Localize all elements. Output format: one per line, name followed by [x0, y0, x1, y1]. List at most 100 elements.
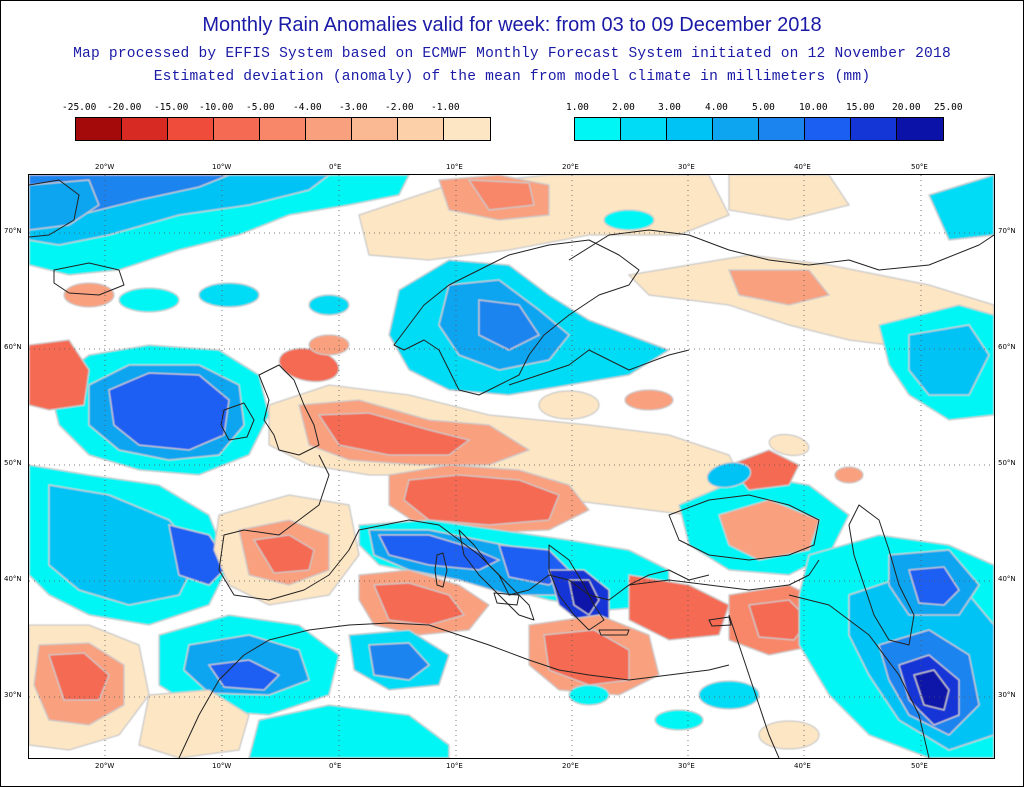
coast-caspian: [848, 504, 915, 646]
anomaly-region: [698, 680, 760, 710]
anomaly-region: [29, 179, 100, 231]
coast-turkey: [628, 559, 820, 591]
coast-iceland: [53, 262, 125, 296]
latitude-label: 70°N: [4, 227, 22, 235]
legend-tick-label: -20.00: [107, 102, 142, 113]
anomaly-region: [568, 579, 600, 616]
anomaly-region: [603, 209, 655, 231]
legend-swatch: [851, 118, 897, 140]
anomaly-region: [654, 709, 704, 731]
anomaly-region: [138, 689, 250, 758]
anomaly-region: [478, 299, 540, 351]
anomaly-region: [758, 720, 820, 750]
latitude-label: 30°N: [998, 691, 1016, 699]
legend-tick-label: -1.00: [431, 102, 460, 113]
anomaly-region: [913, 669, 950, 711]
anomaly-region: [48, 484, 200, 606]
coast-ireland: [220, 402, 255, 441]
anomaly-region: [728, 175, 851, 221]
coast-greenland: [29, 179, 80, 238]
latitude-label: 50°N: [998, 459, 1016, 467]
anomaly-region: [908, 324, 990, 396]
anomaly-region: [48, 652, 110, 701]
map-subtitle-description: Estimated deviation (anomaly) of the mea…: [153, 69, 871, 85]
anomaly-region: [368, 642, 430, 681]
legend-tick-label: 3.00: [658, 102, 681, 113]
legend-swatch: [214, 118, 260, 140]
longitude-label: 10°E: [446, 762, 463, 770]
legend-swatch: [667, 118, 713, 140]
latitude-label: 50°N: [4, 459, 22, 467]
latitude-label: 60°N: [4, 343, 22, 351]
legend-swatch: [897, 118, 943, 140]
anomaly-region: [628, 574, 730, 641]
legend-swatch: [713, 118, 759, 140]
anomaly-region: [568, 684, 610, 706]
anomaly-region: [308, 334, 350, 356]
longitude-label: 20°E: [562, 163, 579, 171]
legend-tick-label: -2.00: [385, 102, 414, 113]
anomaly-field-svg: [29, 175, 994, 758]
anomaly-region: [373, 582, 466, 626]
legend-negative-colorbar: [75, 117, 491, 141]
coast-levant: [728, 614, 780, 758]
latitude-label: 60°N: [998, 343, 1016, 351]
legend-tick-label: 10.00: [799, 102, 828, 113]
legend-tick-label: -4.00: [293, 102, 322, 113]
legend-swatch: [76, 118, 122, 140]
longitude-label: 30°E: [678, 762, 695, 770]
anomaly-region: [624, 389, 674, 411]
legend-tick-label: 25.00: [934, 102, 963, 113]
coast-europe-south: [218, 454, 710, 601]
anomaly-region: [317, 412, 471, 456]
coast-italy: [458, 529, 535, 621]
latitude-label: 30°N: [4, 691, 22, 699]
coast-north-africa: [178, 622, 730, 758]
anomaly-region: [248, 704, 450, 758]
coast-cyprus: [708, 616, 732, 627]
coast-crete: [598, 629, 630, 636]
anomaly-region: [198, 282, 260, 308]
longitude-label: 20°E: [562, 762, 579, 770]
coast-black-sea: [668, 494, 820, 561]
anomaly-region: [834, 466, 864, 484]
legend-tick-label: -10.00: [199, 102, 234, 113]
legend-tick-label: -15.00: [154, 102, 189, 113]
anomaly-region: [728, 269, 831, 306]
anomaly-region: [467, 179, 535, 211]
legend-tick-label: -3.00: [339, 102, 368, 113]
longitude-label: 40°E: [794, 163, 811, 171]
rain-anomaly-map: [28, 174, 995, 759]
longitude-label: 20°W: [95, 163, 115, 171]
legend-swatch: [352, 118, 398, 140]
anomaly-region: [706, 461, 752, 489]
anomaly-region: [308, 294, 350, 316]
map-subtitle-system: Map processed by EFFIS System based on E…: [73, 46, 951, 62]
legend-tick-label: 15.00: [846, 102, 875, 113]
latitude-label: 70°N: [998, 227, 1016, 235]
latitude-label: 40°N: [4, 575, 22, 583]
latitude-label: 40°N: [998, 575, 1016, 583]
legend-tick-label: 1.00: [566, 102, 589, 113]
longitude-label: 20°W: [95, 762, 115, 770]
anomaly-region: [252, 534, 315, 574]
legend-tick-label: 4.00: [705, 102, 728, 113]
longitude-label: 0°E: [329, 762, 342, 770]
legend-tick-label: -5.00: [246, 102, 275, 113]
anomaly-region: [768, 433, 810, 457]
anomaly-region: [538, 390, 600, 420]
legend-tick-label: 5.00: [752, 102, 775, 113]
coast-sardinia: [434, 552, 448, 588]
longitude-label: 10°W: [212, 762, 232, 770]
legend-tick-label: 2.00: [612, 102, 635, 113]
coast-arctic: [568, 229, 994, 271]
longitude-label: 50°E: [911, 762, 928, 770]
longitude-label: 10°E: [446, 163, 463, 171]
legend-swatch: [759, 118, 805, 140]
anomaly-region: [908, 566, 960, 606]
longitude-label: 50°E: [911, 163, 928, 171]
longitude-label: 10°W: [212, 163, 232, 171]
longitude-label: 0°E: [329, 163, 342, 171]
anomaly-region: [168, 524, 230, 586]
anomaly-region: [403, 474, 560, 526]
